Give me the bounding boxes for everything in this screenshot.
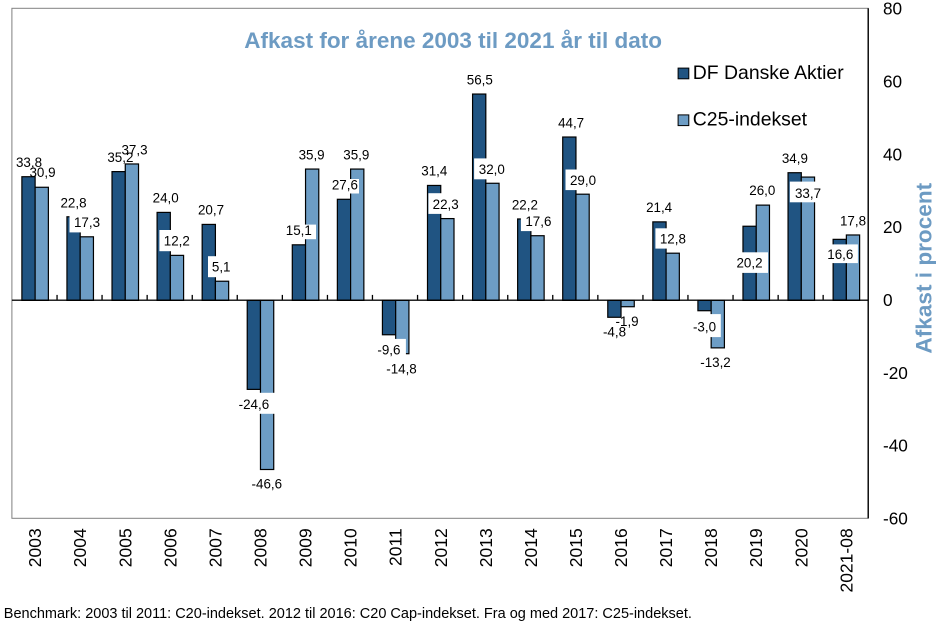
svg-text:20: 20 bbox=[883, 217, 902, 237]
svg-text:-60: -60 bbox=[883, 509, 908, 529]
svg-text:2010: 2010 bbox=[341, 528, 361, 567]
svg-text:35,2: 35,2 bbox=[107, 150, 133, 165]
svg-text:40: 40 bbox=[883, 144, 902, 164]
svg-text:-24,6: -24,6 bbox=[239, 397, 270, 412]
svg-text:2008: 2008 bbox=[251, 528, 271, 567]
svg-text:2007: 2007 bbox=[205, 528, 225, 567]
svg-text:-1,9: -1,9 bbox=[616, 314, 639, 329]
svg-text:33,7: 33,7 bbox=[795, 186, 821, 201]
svg-text:-20: -20 bbox=[883, 363, 908, 383]
svg-text:-40: -40 bbox=[883, 436, 908, 456]
svg-text:2016: 2016 bbox=[611, 528, 631, 567]
svg-text:20,7: 20,7 bbox=[198, 203, 224, 218]
svg-text:2006: 2006 bbox=[160, 528, 180, 567]
svg-text:80: 80 bbox=[883, 0, 902, 19]
svg-text:17,6: 17,6 bbox=[525, 214, 551, 229]
svg-text:2013: 2013 bbox=[476, 528, 496, 567]
svg-text:-9,6: -9,6 bbox=[377, 342, 400, 357]
svg-text:35,9: 35,9 bbox=[343, 147, 369, 162]
svg-text:22,3: 22,3 bbox=[433, 197, 459, 212]
svg-text:16,6: 16,6 bbox=[827, 247, 853, 262]
svg-text:2012: 2012 bbox=[431, 528, 451, 567]
svg-text:32,0: 32,0 bbox=[479, 162, 505, 177]
svg-text:DF Danske Aktier: DF Danske Aktier bbox=[693, 62, 844, 84]
svg-text:20,2: 20,2 bbox=[736, 256, 762, 271]
svg-text:5,1: 5,1 bbox=[212, 260, 231, 275]
svg-text:37,3: 37,3 bbox=[121, 142, 147, 157]
svg-text:29,0: 29,0 bbox=[570, 173, 596, 188]
svg-text:31,4: 31,4 bbox=[421, 164, 448, 179]
svg-text:Benchmark: 2003 til 2011: C20-: Benchmark: 2003 til 2011: C20-indekset. … bbox=[4, 606, 692, 622]
svg-text:2011: 2011 bbox=[386, 528, 406, 566]
svg-text:2017: 2017 bbox=[656, 528, 676, 567]
svg-text:C25-indekset: C25-indekset bbox=[693, 109, 808, 131]
svg-text:17,3: 17,3 bbox=[74, 215, 100, 230]
svg-text:0: 0 bbox=[883, 290, 893, 310]
svg-text:2014: 2014 bbox=[521, 528, 541, 567]
svg-text:-14,8: -14,8 bbox=[386, 361, 417, 376]
svg-text:-3,0: -3,0 bbox=[693, 320, 716, 335]
svg-text:21,4: 21,4 bbox=[646, 200, 673, 215]
svg-text:60: 60 bbox=[883, 71, 902, 91]
svg-text:2021-08: 2021-08 bbox=[836, 528, 856, 592]
svg-text:Afkast for årene 2003 til 2021: Afkast for årene 2003 til 2021 år til da… bbox=[244, 28, 662, 53]
svg-text:2009: 2009 bbox=[296, 528, 316, 567]
svg-text:2019: 2019 bbox=[746, 528, 766, 567]
svg-text:26,0: 26,0 bbox=[749, 183, 775, 198]
svg-text:22,2: 22,2 bbox=[512, 197, 538, 212]
svg-text:30,9: 30,9 bbox=[29, 165, 55, 180]
svg-text:2005: 2005 bbox=[115, 528, 135, 567]
svg-text:2018: 2018 bbox=[701, 528, 721, 567]
svg-text:2004: 2004 bbox=[70, 528, 90, 567]
svg-text:56,5: 56,5 bbox=[467, 72, 493, 87]
svg-text:34,9: 34,9 bbox=[782, 151, 808, 166]
svg-text:-46,6: -46,6 bbox=[252, 477, 283, 492]
svg-text:-4,8: -4,8 bbox=[603, 325, 626, 340]
svg-text:2003: 2003 bbox=[25, 528, 45, 567]
svg-text:27,6: 27,6 bbox=[332, 178, 358, 193]
svg-text:2015: 2015 bbox=[566, 528, 586, 567]
svg-text:12,2: 12,2 bbox=[164, 234, 190, 249]
svg-text:-13,2: -13,2 bbox=[700, 355, 731, 370]
svg-text:22,8: 22,8 bbox=[60, 196, 86, 211]
svg-text:2020: 2020 bbox=[791, 528, 811, 567]
svg-text:35,9: 35,9 bbox=[299, 147, 325, 162]
svg-text:44,7: 44,7 bbox=[558, 115, 584, 130]
svg-text:17,8: 17,8 bbox=[840, 214, 866, 229]
svg-text:15,1: 15,1 bbox=[286, 223, 312, 238]
svg-text:24,0: 24,0 bbox=[153, 191, 179, 206]
svg-text:Afkast i procent: Afkast i procent bbox=[912, 182, 937, 353]
svg-text:33,8: 33,8 bbox=[16, 155, 42, 170]
svg-text:12,8: 12,8 bbox=[660, 232, 686, 247]
